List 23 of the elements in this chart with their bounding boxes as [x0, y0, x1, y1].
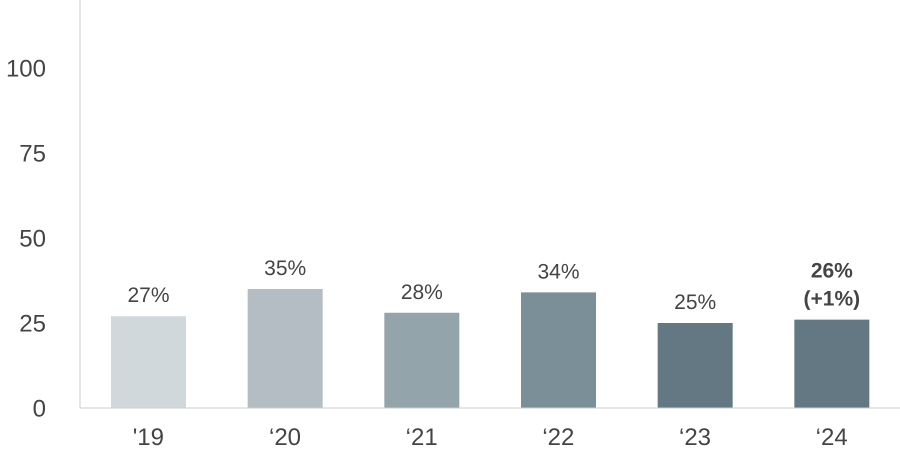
bar [111, 316, 186, 408]
bar [384, 312, 460, 408]
y-tick-label: 25 [19, 310, 46, 338]
bar [521, 292, 596, 408]
bar [794, 320, 870, 408]
y-tick-label: 100 [6, 56, 46, 83]
bar [658, 323, 733, 408]
x-tick-label: '19 [132, 424, 164, 452]
x-tick-label: ‘20 [268, 424, 302, 452]
x-tick-label: ‘24 [816, 424, 848, 452]
data-label: 26% (+1%) [804, 260, 860, 311]
y-tick-label: 75 [19, 140, 46, 168]
data-label: 34% [537, 260, 580, 284]
data-label: 28% [400, 280, 443, 304]
data-label: 25% [674, 291, 716, 314]
data-label: 27% [127, 284, 170, 308]
x-tick-label: ‘21 [406, 424, 438, 452]
data-label: 35% [264, 257, 306, 280]
x-tick-label: ‘22 [542, 424, 574, 452]
x-tick-label: ‘23 [678, 424, 712, 452]
y-tick-label: 50 [19, 226, 46, 253]
bar [248, 289, 323, 408]
y-tick-label: 0 [32, 396, 46, 423]
